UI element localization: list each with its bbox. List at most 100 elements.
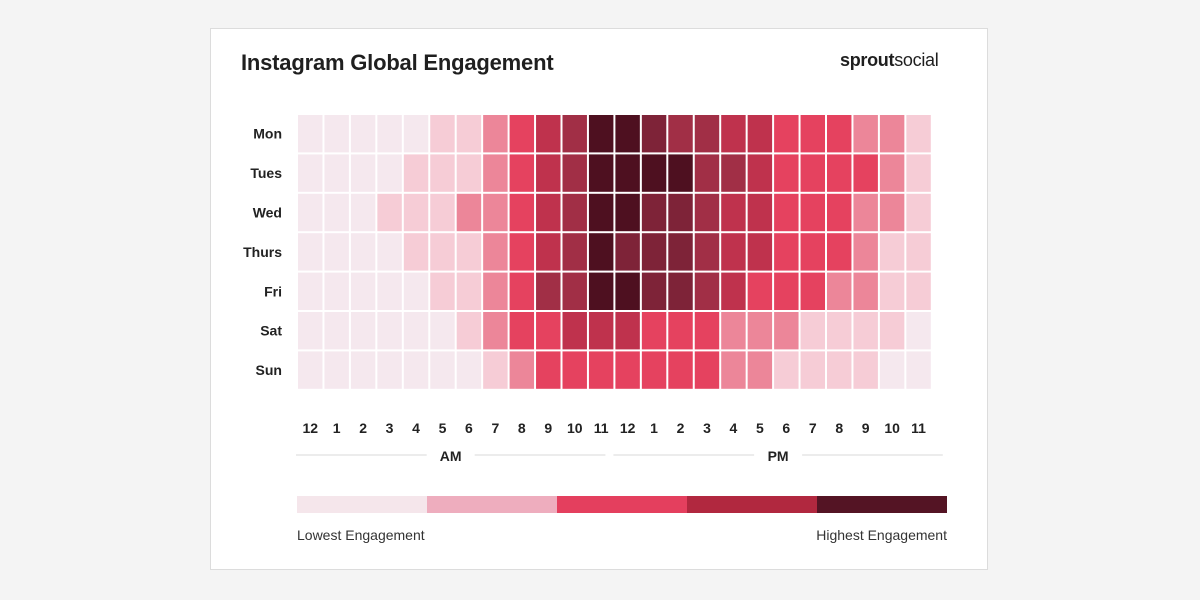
heatmap-cell [430,193,455,232]
heatmap-cell [483,351,508,389]
heatmap-cell [350,233,376,271]
hour-label: 7 [491,420,499,436]
hour-label: 6 [782,420,790,436]
heatmap-cell [324,312,349,350]
hour-label: 12 [302,420,318,436]
heatmap-cell [694,351,720,389]
legend-swatch-5 [817,496,947,513]
heatmap-cell [536,115,561,153]
hour-label: 5 [756,420,764,436]
heatmap-cell [588,115,614,153]
heatmap-cell [562,154,587,192]
heatmap-cell [615,351,640,389]
heatmap-cell [298,312,323,350]
period-label-am: AM [440,448,462,464]
heatmap-cell [588,272,614,310]
heatmap-cell [879,193,905,232]
heatmap-cell [694,233,720,271]
heatmap-cell [377,272,402,310]
period-label-pm: PM [768,448,789,464]
heatmap-cell [483,115,508,153]
brand-logo-regular: social [894,50,939,70]
hour-label: 9 [862,420,870,436]
brand-logo-bold: sprout [840,50,895,70]
heatmap-cell [350,312,376,350]
heatmap-cell [350,272,376,310]
hour-label: 8 [835,420,843,436]
heatmap-cell [456,272,482,310]
heatmap-cell [536,351,561,389]
period-label-bg [754,446,803,464]
heatmap-cell [509,351,535,389]
hour-label: 11 [594,420,609,436]
legend-swatch-4 [687,496,817,513]
heatmap-cell [350,115,376,153]
heatmap-cell [324,272,349,310]
hour-label: 10 [884,420,900,436]
heatmap-cell [615,115,640,153]
heatmap-cell [694,272,720,310]
heatmap-cell [747,233,773,271]
heatmap-cell [747,272,773,310]
hour-label: 9 [544,420,552,436]
heatmap-cell [747,351,773,389]
heatmap-cell [853,351,878,389]
heatmap-cell [879,272,905,310]
heatmap-cell [377,115,402,153]
period-label-bg [426,446,475,464]
heatmap-cell [694,312,720,350]
heatmap-cell [641,115,667,153]
heatmap-cell [615,233,640,271]
heatmap-cell [906,193,931,232]
hour-label: 11 [911,420,926,436]
heatmap-cell [562,312,587,350]
heatmap-cell [298,272,323,310]
heatmap-cell [879,233,905,271]
day-label-sat: Sat [260,323,282,339]
heatmap-cell [774,272,799,310]
hour-label: 8 [518,420,526,436]
heatmap-cell [774,115,799,153]
heatmap-cell [774,193,799,232]
hour-label: 4 [412,420,420,436]
day-label-tues: Tues [250,165,282,181]
hour-label: 2 [359,420,367,436]
heatmap-cell [694,154,720,192]
heatmap-cell [536,233,561,271]
heatmap-cell [324,193,349,232]
heatmap-cell [721,233,746,271]
heatmap-cell [721,312,746,350]
heatmap-cell [509,115,535,153]
heatmap-cell [562,193,587,232]
heatmap-cell [641,233,667,271]
heatmap-cell [853,115,878,153]
heatmap-cell [456,193,482,232]
heatmap-cell [509,193,535,232]
heatmap-cell [562,272,587,310]
heatmap-cell [879,154,905,192]
heatmap-cell [430,233,455,271]
hour-label: 10 [567,420,583,436]
hour-label: 1 [650,420,658,436]
hour-label: 3 [386,420,394,436]
heatmap-cell [827,115,852,153]
heatmap-cell [800,272,825,310]
heatmap-cell [403,272,429,310]
heatmap-cell [668,233,693,271]
heatmap-cell [774,312,799,350]
heatmap-cell [509,272,535,310]
heatmap-cell [747,193,773,232]
heatmap-cell [853,312,878,350]
heatmap-cell [588,312,614,350]
heatmap-cell [403,233,429,271]
brand-logo: sproutsocial [840,50,939,71]
day-label-mon: Mon [253,126,282,142]
heatmap-cell [747,115,773,153]
heatmap-cell [800,154,825,192]
heatmap-cell [298,233,323,271]
heatmap-cell [774,351,799,389]
hour-label: 4 [730,420,738,436]
heatmap-cell [747,312,773,350]
heatmap-cell [774,233,799,271]
